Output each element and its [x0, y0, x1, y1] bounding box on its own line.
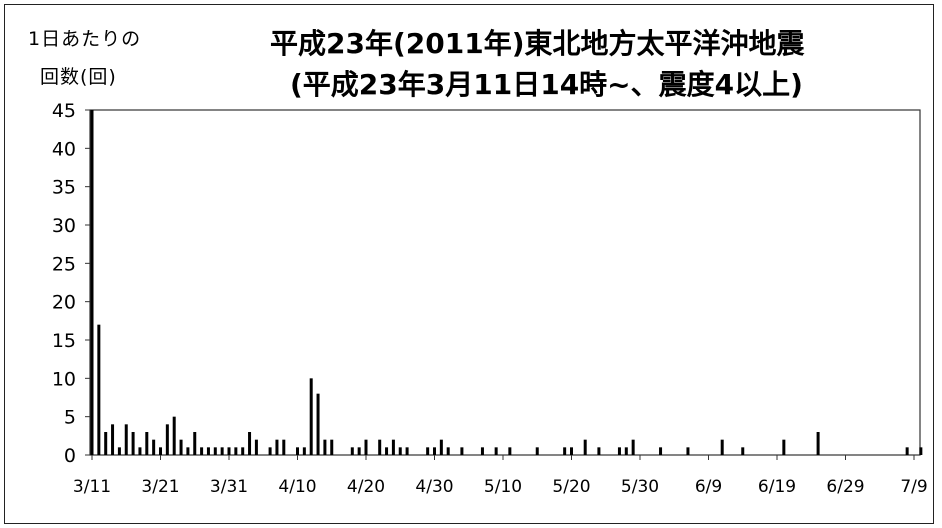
- y-tick-label: 45: [52, 100, 76, 122]
- bar: [90, 110, 94, 455]
- bar: [296, 447, 299, 455]
- bar: [213, 447, 217, 455]
- bar: [535, 447, 539, 455]
- bar: [145, 432, 149, 455]
- bar: [378, 439, 382, 455]
- bar: [905, 447, 909, 455]
- bar: [124, 424, 128, 455]
- x-tick-label: 6/19: [758, 477, 796, 497]
- chart-title-line2: (平成23年3月11日14時~、震度4以上): [290, 68, 803, 101]
- bar: [494, 447, 498, 455]
- bar: [816, 432, 820, 455]
- bar: [104, 432, 108, 455]
- bars: [90, 110, 923, 455]
- bar: [624, 447, 628, 455]
- x-tick-label: 3/31: [210, 477, 248, 497]
- bar: [508, 447, 512, 455]
- y-tick-label: 15: [52, 330, 76, 352]
- bar: [200, 447, 204, 455]
- y-tick-label: 30: [52, 215, 76, 237]
- bar: [480, 447, 484, 455]
- bar: [131, 432, 135, 455]
- x-tick-label: 6/9: [695, 477, 722, 497]
- bar: [248, 432, 252, 455]
- bar: [138, 447, 142, 455]
- x-tick-label: 4/20: [347, 477, 385, 497]
- bar: [686, 447, 690, 455]
- chart-title-line1: 平成23年(2011年)東北地方太平洋沖地震: [270, 27, 805, 60]
- bar: [268, 447, 272, 455]
- bar: [391, 439, 395, 455]
- y-tick-label: 5: [64, 407, 76, 429]
- x-tick-label: 5/10: [484, 477, 522, 497]
- bar: [563, 447, 567, 455]
- y-axis-label-line1: 1日あたりの: [28, 28, 142, 50]
- x-tick-label: 5/30: [621, 477, 659, 497]
- bar: [570, 447, 573, 455]
- plot-area: [89, 109, 921, 456]
- bar: [426, 447, 430, 455]
- bar: [309, 378, 313, 455]
- bar: [316, 393, 320, 455]
- bar: [111, 424, 115, 455]
- y-tick-label: 25: [52, 253, 76, 275]
- bar: [220, 447, 224, 455]
- bar: [172, 416, 176, 455]
- bar: [206, 447, 210, 455]
- bar: [350, 447, 354, 455]
- x-tick-label: 5/20: [552, 477, 590, 497]
- bar: [357, 447, 361, 455]
- bar: [782, 439, 786, 455]
- bar: [446, 447, 450, 455]
- x-tick-label: 7/9: [900, 477, 927, 497]
- bar: [439, 439, 443, 455]
- bar: [364, 439, 368, 455]
- bar: [275, 439, 279, 455]
- bar: [433, 447, 436, 455]
- bar: [241, 447, 245, 455]
- bar: [659, 447, 663, 455]
- y-tick-label: 35: [52, 177, 76, 199]
- bar: [97, 324, 101, 455]
- y-axis-label-line2: 回数(回): [40, 66, 117, 88]
- bar: [583, 439, 587, 455]
- bar: [302, 447, 306, 455]
- x-tick-label: 3/11: [73, 477, 111, 497]
- bar: [117, 447, 121, 455]
- y-axis: 0 5 10 15 20 25 30 35 40 45: [52, 100, 90, 467]
- bar: [617, 447, 621, 455]
- x-axis: 3/11 3/21 3/31 4/10 4/20 4/30 5/10 5/20 5/30 6/9 6…: [73, 455, 928, 497]
- bar: [405, 447, 409, 455]
- bar: [159, 447, 162, 455]
- bar: [323, 439, 327, 455]
- bar: [460, 447, 464, 455]
- y-tick-label: 40: [52, 138, 76, 160]
- x-tick-label: 4/10: [278, 477, 316, 497]
- bar: [919, 447, 923, 455]
- x-tick-label: 4/30: [415, 477, 453, 497]
- bar: [720, 439, 724, 455]
- bar: [234, 447, 238, 455]
- x-tick-label: 3/21: [141, 477, 179, 497]
- y-tick-label: 0: [64, 445, 76, 467]
- x-tick-label: 6/29: [826, 477, 864, 497]
- bar: [282, 439, 286, 455]
- bar: [227, 447, 231, 455]
- bar: [193, 432, 197, 455]
- y-tick-label: 20: [52, 292, 76, 314]
- bar: [152, 439, 156, 455]
- chart-frame: [4, 4, 934, 524]
- bar: [597, 447, 601, 455]
- bar: [398, 447, 402, 455]
- bar: [179, 439, 183, 455]
- bar: [186, 447, 190, 455]
- bar: [741, 447, 745, 455]
- bar: [330, 439, 334, 455]
- bar: [385, 447, 389, 455]
- y-tick-label: 10: [52, 368, 76, 390]
- bar: [631, 439, 635, 455]
- bar: [254, 439, 258, 455]
- bar: [165, 424, 169, 455]
